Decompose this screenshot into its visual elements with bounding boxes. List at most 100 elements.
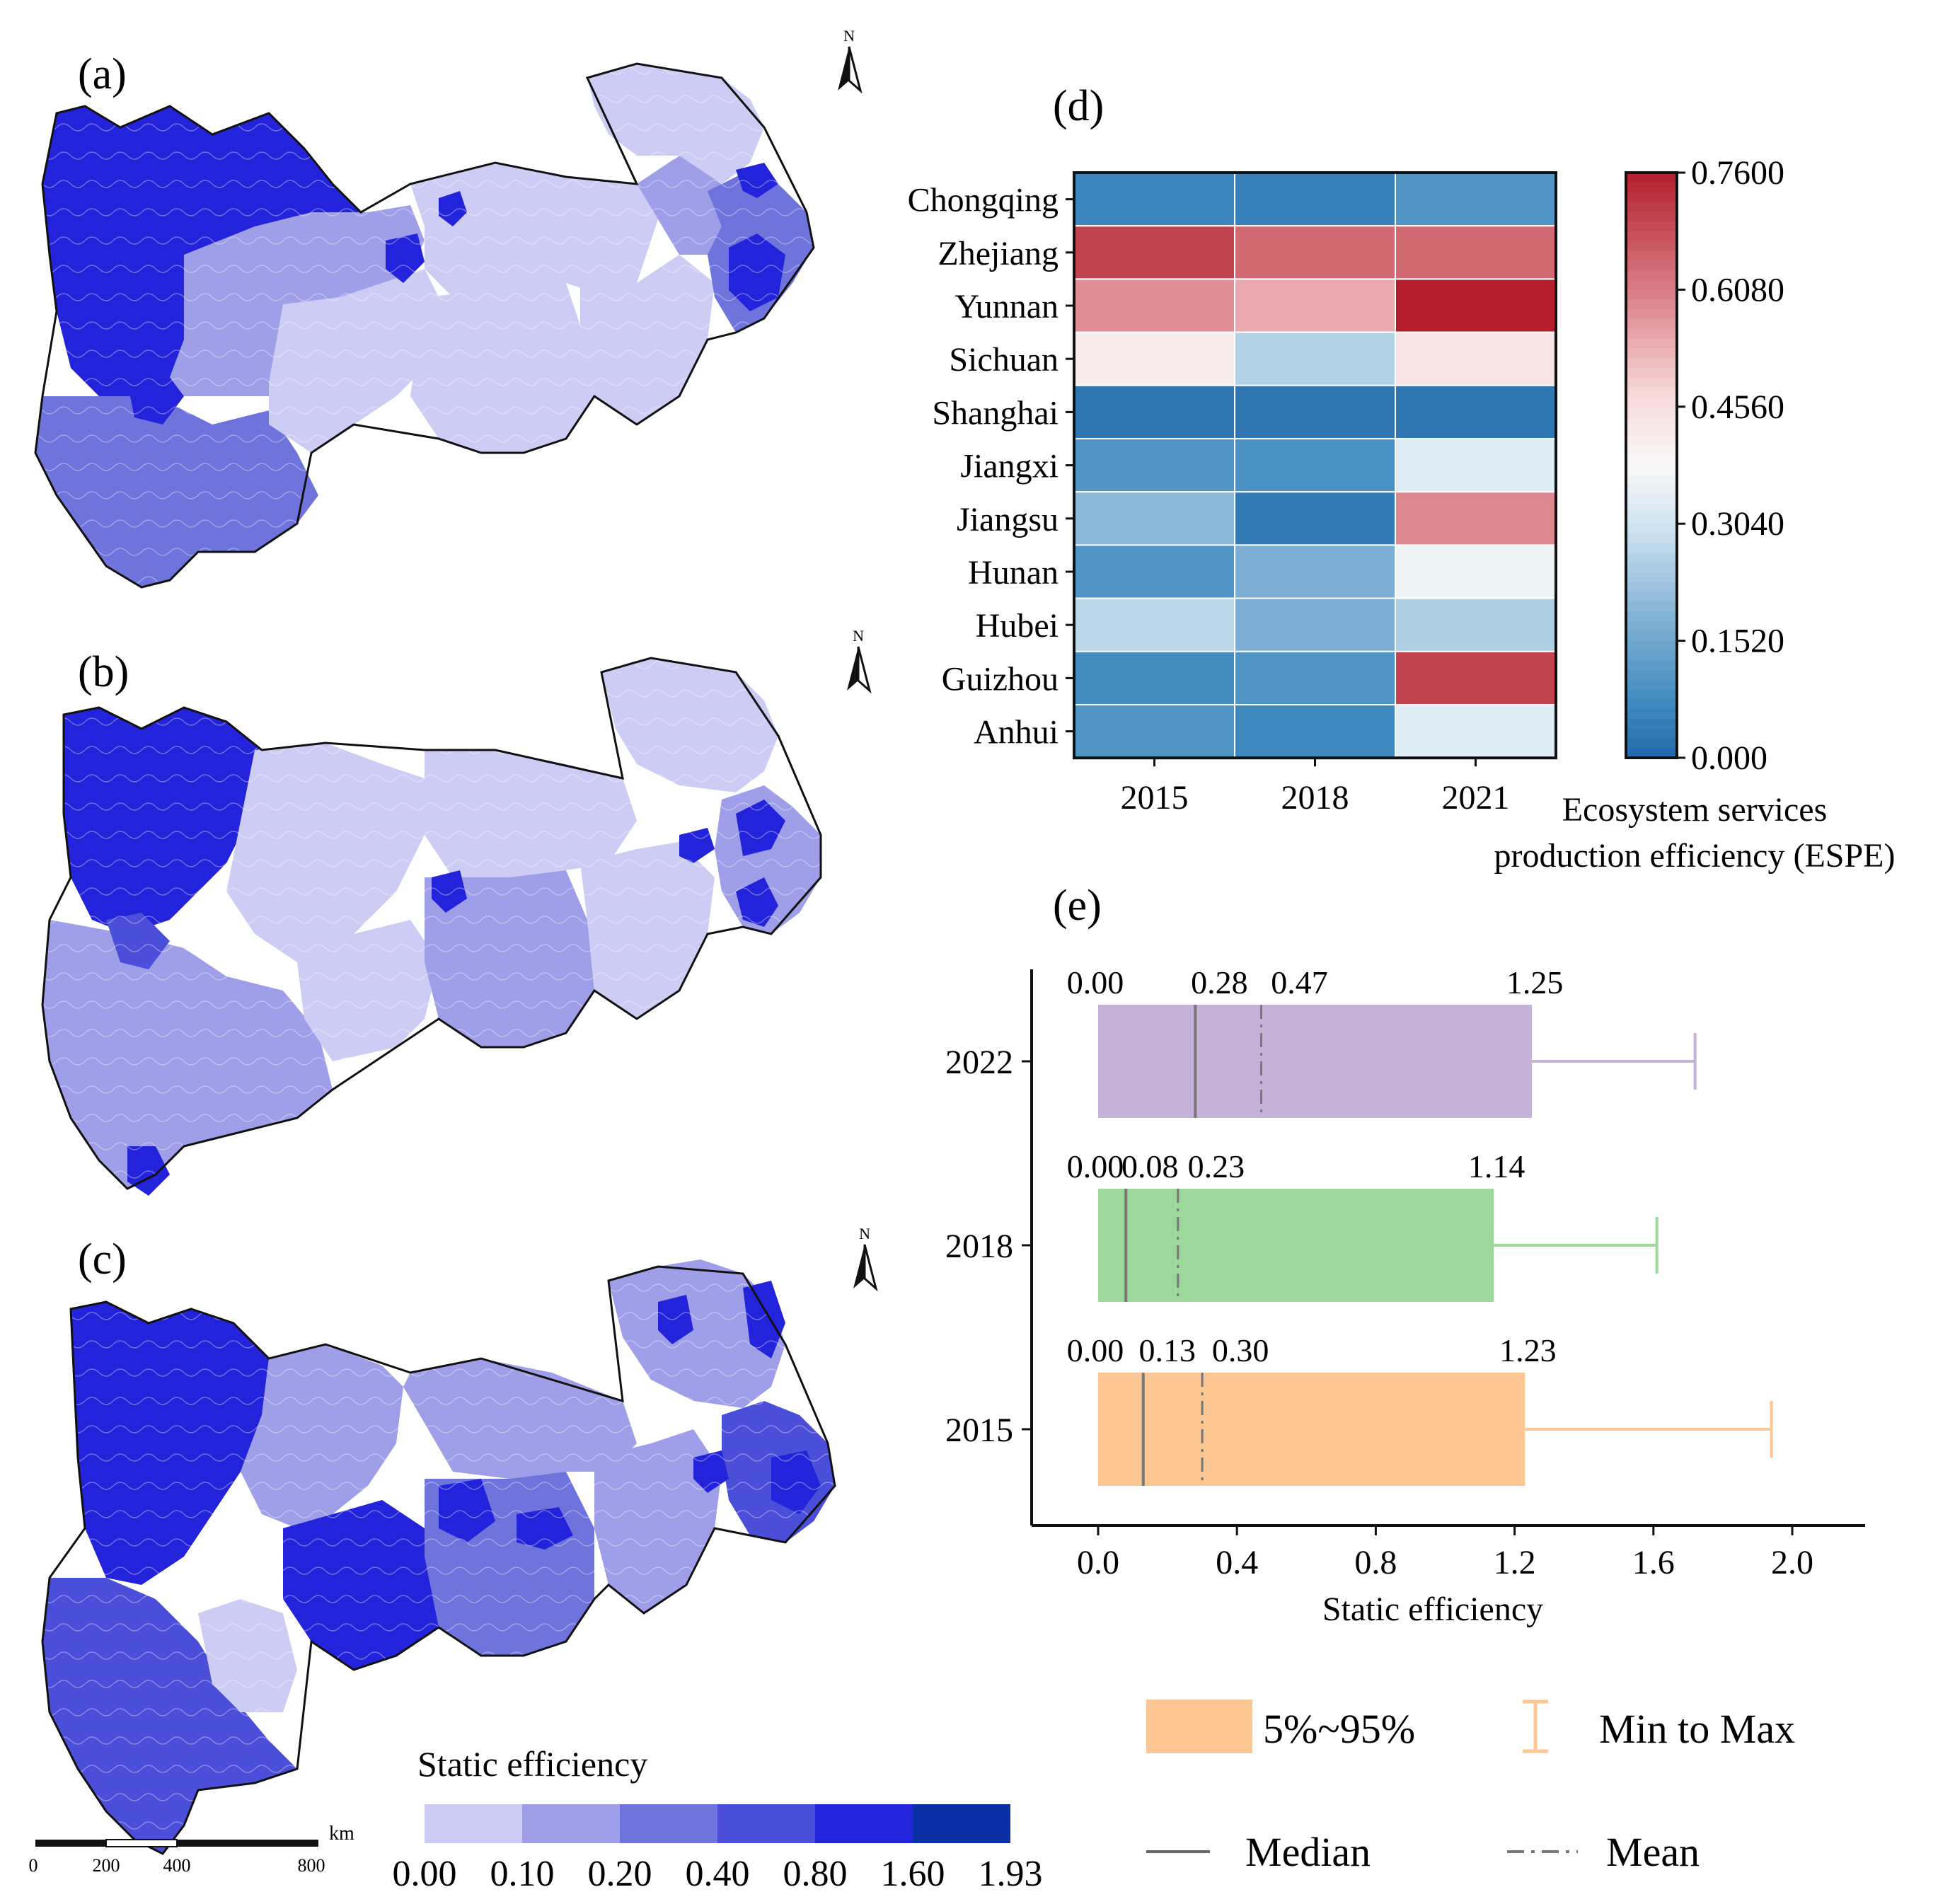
legend-median-label: Median xyxy=(1245,1829,1371,1875)
colorbar-step xyxy=(1626,202,1677,213)
x-tick-label: 0.0 xyxy=(1077,1544,1119,1581)
x-tick-label: 0.8 xyxy=(1354,1544,1397,1581)
heatmap-cell xyxy=(1073,491,1235,546)
colorbar-step xyxy=(1626,621,1677,632)
box-legend: 5%~95% Min to Max Median Mean xyxy=(1146,1700,1795,1875)
legend-box-label: 5%~95% xyxy=(1263,1706,1415,1752)
colorbar-step xyxy=(1626,270,1677,281)
y-category-label: 2015 xyxy=(945,1412,1013,1449)
colorbar-step xyxy=(1626,445,1677,456)
scale-unit: km xyxy=(329,1823,354,1845)
colorbar-step xyxy=(1626,553,1677,564)
map-panel-a: (a) N xyxy=(34,27,863,589)
heatmap-row-label: Chongqing xyxy=(908,182,1059,219)
box-5-95 xyxy=(1098,1189,1494,1302)
heatmap-row-label: Hunan xyxy=(968,554,1059,592)
median-value-label: 0.13 xyxy=(1139,1332,1196,1368)
heatmap-cell xyxy=(1395,384,1557,439)
panel-label-b: (b) xyxy=(78,648,129,696)
colorbar-step xyxy=(1626,426,1677,437)
colorbar-step xyxy=(1626,748,1677,758)
colorbar-step xyxy=(1626,241,1677,252)
p5-value-label: 0.00 xyxy=(1067,964,1124,1000)
map-legend-bin-label: 1.60 xyxy=(881,1854,945,1894)
north-arrow-c: N xyxy=(853,1225,878,1292)
province-regions-a xyxy=(34,62,815,589)
colorbar-step xyxy=(1626,367,1677,379)
panel-label-e: (e) xyxy=(1053,882,1102,930)
x-axis-label: Static efficiency xyxy=(1322,1591,1543,1628)
colorbar-step xyxy=(1626,397,1677,408)
province-regions-b xyxy=(41,657,822,1196)
heatmap-row-label: Anhui xyxy=(974,714,1059,751)
median-value-label: 0.08 xyxy=(1121,1148,1179,1184)
svg-text:N: N xyxy=(853,627,864,645)
heatmap-cell xyxy=(1395,438,1557,493)
map-legend-swatch xyxy=(815,1804,913,1843)
colorbar-step xyxy=(1626,289,1677,301)
heatmap-cell xyxy=(1234,331,1396,386)
svg-text:200: 200 xyxy=(93,1855,120,1876)
colorbar-step xyxy=(1626,699,1677,710)
mean-value-label: 0.30 xyxy=(1212,1332,1269,1368)
p95-value-label: 1.23 xyxy=(1499,1332,1557,1368)
heatmap-cell xyxy=(1073,544,1235,599)
colorbar-step xyxy=(1626,524,1677,534)
heatmap-panel-d: (d) Chongqing Zhejiang Yunnan Sichuan Shangh… xyxy=(908,82,1896,875)
colorbar-step xyxy=(1626,475,1677,486)
colorbar-step xyxy=(1626,630,1677,642)
colorbar-step xyxy=(1626,406,1677,417)
map-legend-swatch xyxy=(522,1804,620,1843)
heatmap-cell xyxy=(1395,491,1557,546)
colorbar-step xyxy=(1626,377,1677,388)
svg-text:N: N xyxy=(843,27,855,45)
colorbar-step xyxy=(1626,348,1677,359)
heatmap-cell xyxy=(1234,704,1396,759)
colorbar-step xyxy=(1626,212,1677,222)
heatmap-row-label: Zhejiang xyxy=(938,235,1059,272)
heatmap-row-label: Shanghai xyxy=(932,394,1059,432)
box-5-95 xyxy=(1098,1373,1525,1486)
colorbar-step xyxy=(1626,436,1677,446)
p5-value-label: 0.00 xyxy=(1067,1148,1124,1184)
box-5-95 xyxy=(1098,1005,1533,1118)
colorbar-step xyxy=(1626,173,1677,183)
heatmap-cell xyxy=(1234,278,1396,333)
heatmap-cell xyxy=(1234,384,1396,439)
colorbar-step xyxy=(1626,299,1677,310)
heatmap-row-label: Yunnan xyxy=(954,288,1059,325)
map-panel-b: (b) N xyxy=(41,627,872,1196)
map-legend-bin-label: 0.10 xyxy=(490,1854,555,1894)
north-arrow-b: N xyxy=(847,627,872,694)
colorbar-tick-label: 0.7600 xyxy=(1691,154,1784,192)
colorbar-step xyxy=(1626,318,1677,330)
colorbar-step xyxy=(1626,533,1677,544)
heatmap-cell xyxy=(1234,225,1396,280)
colorbar-step xyxy=(1626,582,1677,593)
colorbar-step xyxy=(1626,640,1677,652)
colorbar-step xyxy=(1626,679,1677,691)
colorbar-step xyxy=(1626,504,1677,515)
colorbar-step xyxy=(1626,192,1677,203)
colorbar-step xyxy=(1626,455,1677,466)
svg-text:0: 0 xyxy=(29,1855,38,1876)
x-tick-label: 2.0 xyxy=(1771,1544,1813,1581)
heatmap-row-label: Hubei xyxy=(976,607,1059,645)
heatmap-cell xyxy=(1073,438,1235,493)
heatmap-cell xyxy=(1395,278,1557,333)
heatmap-cell xyxy=(1234,491,1396,546)
heatmap-cell xyxy=(1234,438,1396,493)
svg-text:N: N xyxy=(859,1225,870,1242)
y-category-label: 2022 xyxy=(945,1044,1013,1081)
colorbar-step xyxy=(1626,592,1677,603)
colorbar-step xyxy=(1626,221,1677,232)
heatmap-column-label: 2021 xyxy=(1442,779,1510,817)
map-legend-bin-label: 0.40 xyxy=(686,1854,750,1894)
heatmap-cell xyxy=(1073,331,1235,386)
heatmap-cell xyxy=(1073,225,1235,280)
legend-box-swatch xyxy=(1146,1700,1252,1753)
province-regions-c xyxy=(41,1259,836,1855)
colorbar-step xyxy=(1626,279,1677,291)
colorbar-label-line1: Ecosystem services xyxy=(1562,791,1828,829)
